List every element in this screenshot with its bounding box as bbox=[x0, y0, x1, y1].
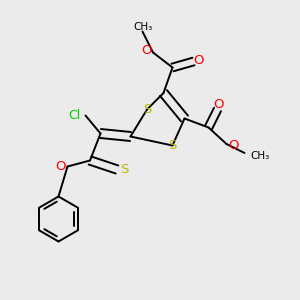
Text: CH₃: CH₃ bbox=[133, 22, 152, 32]
Text: O: O bbox=[228, 139, 238, 152]
Text: CH₃: CH₃ bbox=[250, 151, 270, 161]
Text: Cl: Cl bbox=[68, 109, 80, 122]
Text: S: S bbox=[121, 163, 129, 176]
Text: O: O bbox=[141, 44, 152, 58]
Text: O: O bbox=[194, 53, 204, 67]
Text: S: S bbox=[168, 139, 177, 152]
Text: S: S bbox=[143, 103, 151, 116]
Text: O: O bbox=[56, 160, 66, 173]
Text: O: O bbox=[214, 98, 224, 111]
